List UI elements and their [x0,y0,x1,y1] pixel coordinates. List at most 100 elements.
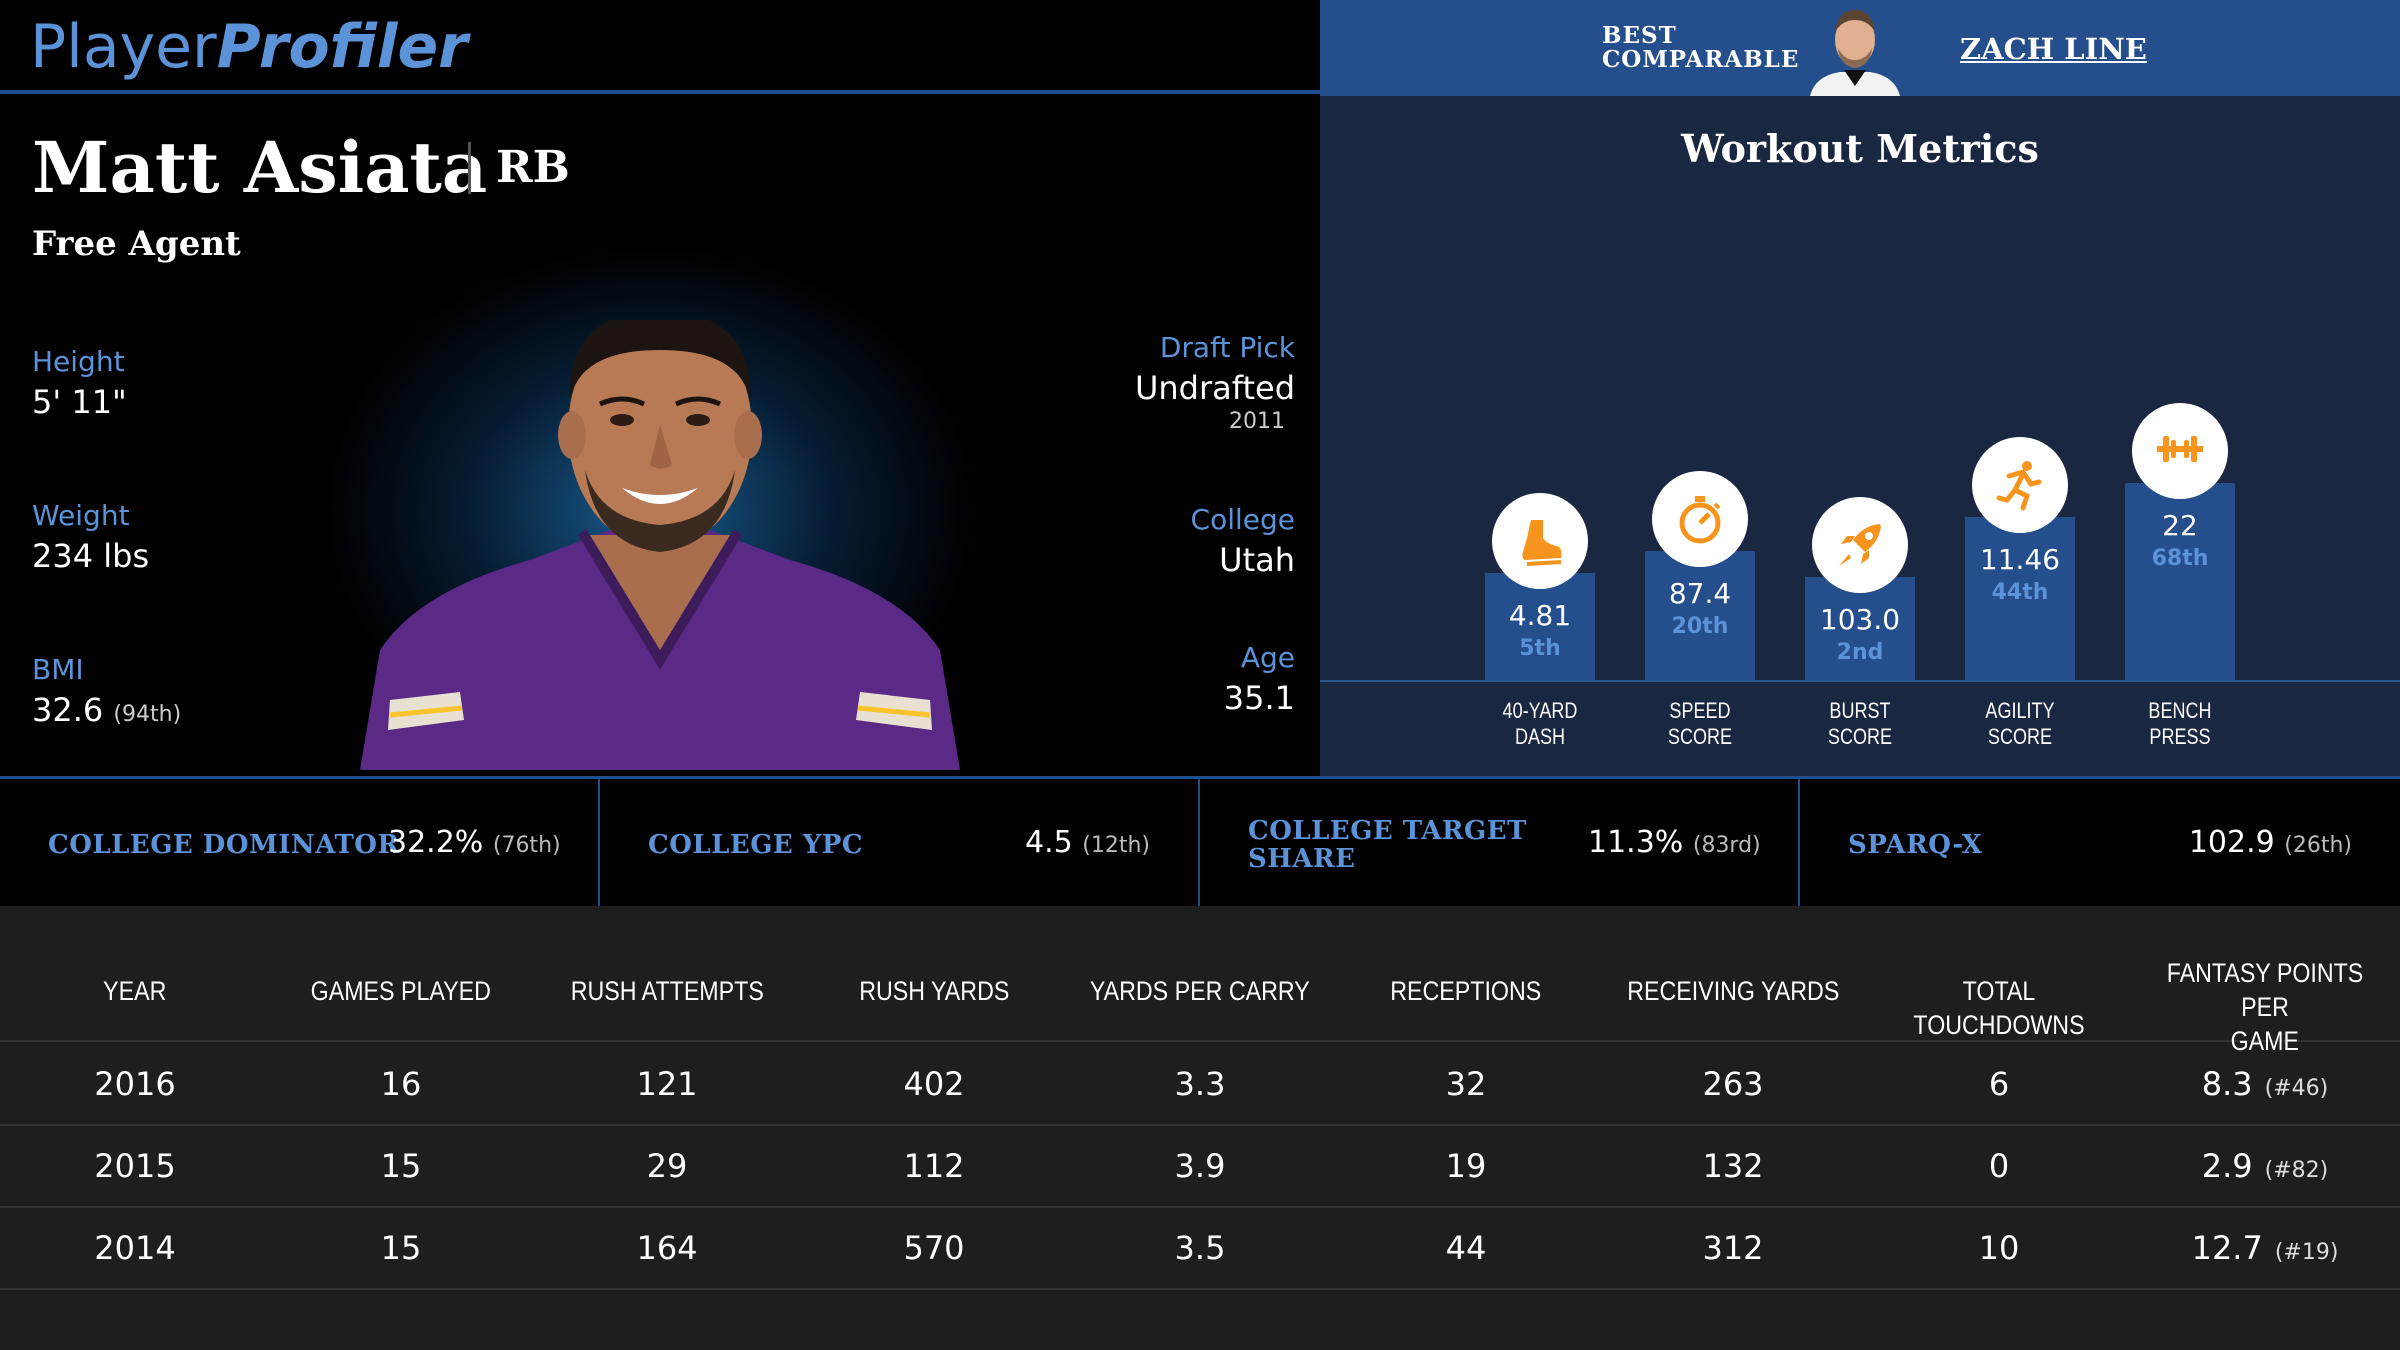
table-cell: 3.5 [1174,1229,1226,1267]
table-cell: 263 [1702,1065,1764,1103]
stats-table: YEAR GAMES PLAYED RUSH ATTEMPTS RUSH YARDS Y… [0,906,2400,1350]
metric-value: 11.3% (83rd) [1588,825,1761,860]
table-row: 2015 15 29 112 3.9 19 132 0 2.9 (#82) [0,1126,2400,1208]
workout-metrics-panel: BEST COMPARABLE ZACH LINE Workout Metric… [1320,0,2400,776]
height-value: 5' 11" [32,383,127,421]
player-name: Matt Asiata [32,126,488,209]
player-team: Free Agent [32,224,241,264]
table-cell: 312 [1702,1229,1764,1267]
best-comparable-label: BEST COMPARABLE [1602,22,1800,73]
fantasy-rank: (#46) [2264,1076,2329,1101]
workout-percentile: 68th [2151,545,2209,571]
rocket-icon [1812,497,1908,594]
workout-value: 22 [2162,508,2198,542]
column-header[interactable]: GAMES PLAYED [310,976,492,1006]
weight-value: 234 lbs [32,537,150,575]
table-cell: 164 [636,1229,698,1267]
stopwatch-icon [1652,471,1748,568]
bmi-rank: (94th) [113,702,182,727]
column-header[interactable]: YARDS PER CARRY [1090,976,1310,1006]
comparable-player-link[interactable]: ZACH LINE [1960,32,2147,66]
table-cell: 0 [1988,1147,2010,1185]
header-bar: PlayerProfiler [0,0,1320,94]
table-cell: 6 [1988,1065,2010,1103]
table-cell: 402 [903,1065,965,1103]
table-cell: 121 [636,1065,698,1103]
name-divider [468,142,471,194]
table-cell: 15 [380,1147,422,1185]
workout-percentile: 20th [1671,614,1729,640]
workout-name: SPEED SCORE [1667,698,1733,749]
column-header[interactable]: TOTAL TOUCHDOWNS [1913,976,2085,1040]
workout-value: 11.46 [1979,543,2061,577]
table-cell: 44 [1445,1229,1487,1267]
workout-bar [1805,577,1915,680]
table-cell: 8.3 (#46) [2201,1065,2329,1103]
college-value[interactable]: Utah [1219,541,1295,579]
table-cell: 3.9 [1174,1147,1226,1185]
workout-metrics-title: Workout Metrics [1681,126,2039,171]
workout-bar [2125,482,2235,680]
draft-label: Draft Pick [1159,331,1295,364]
metric-value: 102.9 (26th) [2188,825,2352,860]
best-comparable-bar: BEST COMPARABLE ZACH LINE [1320,0,2400,96]
player-profile-panel: PlayerProfiler Matt Asiata RB Free Agent… [0,0,1320,776]
player-position: RB [496,142,570,193]
college-label: College [1190,503,1295,536]
workout-value: 103.0 [1819,603,1901,637]
runner-icon [1972,437,2068,534]
college-metrics-strip: COLLEGE DOMINATOR 32.2% (76th) COLLEGE Y… [0,776,2400,909]
workout-name: AGILITY SCORE [1985,698,2055,749]
workout-bar [1965,517,2075,680]
comparable-avatar[interactable] [1810,6,1900,96]
table-row: 2014 15 164 570 3.5 44 312 10 12.7 (#19) [0,1208,2400,1290]
table-row: 2016 16 121 402 3.3 32 263 6 8.3 (#46) [0,1044,2400,1126]
table-cell: 2.9 (#82) [2201,1147,2329,1185]
table-cell: 132 [1702,1147,1764,1185]
workout-bar [1645,551,1755,680]
column-header[interactable]: FANTASY POINTS PER GAME [2166,958,2364,1056]
metric-label: COLLEGE YPC [648,830,864,860]
table-cell: 10 [1978,1229,2020,1267]
column-header[interactable]: RUSH YARDS [858,976,1010,1006]
bmi-number: 32.6 [32,691,104,729]
draft-value: Undrafted [1134,369,1295,407]
weight-label: Weight [32,499,130,532]
workout-percentile: 44th [1991,580,2049,606]
chart-baseline [1320,680,2400,682]
dumbbell-icon [2132,402,2228,499]
metric-label: COLLEGE DOMINATOR [48,830,400,860]
column-header[interactable]: RECEIVING YARDS [1626,976,1840,1006]
workout-name: BENCH PRESS [2148,698,2212,749]
site-logo[interactable]: PlayerProfiler [30,12,468,82]
fantasy-rank: (#19) [2274,1240,2339,1265]
table-cell: 2015 [94,1147,176,1185]
workout-bar [1485,572,1595,680]
fantasy-rank: (#82) [2264,1158,2329,1183]
sparq-x-cell: SPARQ-X 102.9 (26th) [1800,779,2400,909]
workout-name: 40-YARD DASH [1502,698,1578,749]
workout-name: BURST SCORE [1827,698,1893,749]
table-cell: 570 [903,1229,965,1267]
bmi-label: BMI [32,653,84,686]
table-cell: 2016 [94,1065,176,1103]
column-header[interactable]: YEAR [103,976,167,1006]
table-cell: 32 [1445,1065,1487,1103]
player-photo [360,320,960,770]
table-cell: 15 [380,1229,422,1267]
column-header[interactable]: RECEPTIONS [1390,976,1542,1006]
table-cell: 3.3 [1174,1065,1226,1103]
height-label: Height [32,345,125,378]
column-header[interactable]: RUSH ATTEMPTS [570,976,764,1006]
metric-label: COLLEGE TARGET SHARE [1248,816,1527,874]
college-ypc-cell: COLLEGE YPC 4.5 (12th) [600,779,1200,909]
table-cell: 19 [1445,1147,1487,1185]
table-cell: 2014 [94,1229,176,1267]
age-label: Age [1240,641,1295,674]
workout-value: 4.81 [1508,598,1572,632]
workout-percentile: 2nd [1836,640,1884,666]
metric-label: SPARQ-X [1848,830,1983,860]
table-cell: 16 [380,1065,422,1103]
workout-percentile: 5th [1519,635,1561,661]
bmi-value: 32.6 (94th) [32,690,181,735]
